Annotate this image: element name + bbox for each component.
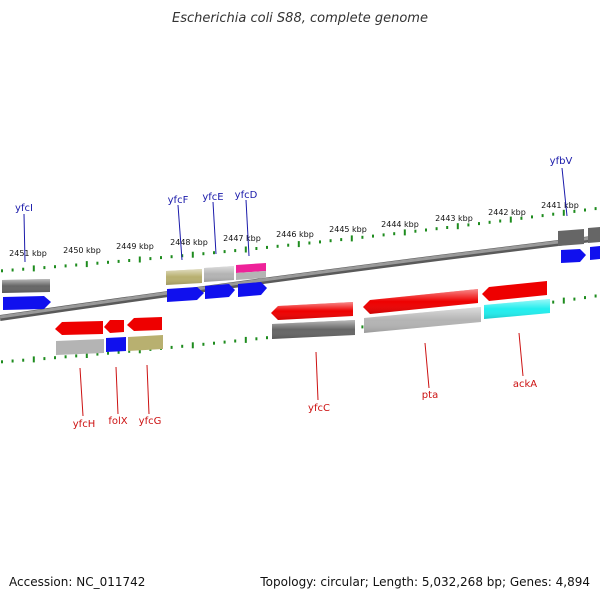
- scale-label-2448: 2448 kbp: [170, 238, 208, 247]
- gene-label-yfcH: yfcH: [73, 419, 95, 430]
- scale-label-2449: 2449 kbp: [116, 242, 154, 251]
- bottom-leader-lines: [79, 332, 524, 417]
- gene-label-ackA: ackA: [513, 379, 537, 390]
- gene-feature: [236, 271, 266, 280]
- scale-label-2447: 2447 kbp: [223, 234, 261, 243]
- gene-label-folX: folX: [108, 416, 127, 427]
- gene-gloss: [2, 266, 550, 339]
- gene-label-yfcC: yfcC: [308, 403, 330, 414]
- gene-feature: [128, 335, 163, 351]
- scale-label-2445: 2445 kbp: [329, 225, 367, 234]
- gene-label-pta: pta: [422, 390, 438, 401]
- gene-feature: [588, 227, 600, 243]
- scale-label-2442: 2442 kbp: [488, 208, 526, 217]
- gene-label-yfbV: yfbV: [550, 156, 573, 167]
- accession-text: Accession: NC_011742: [9, 575, 145, 589]
- upper-tick-track: [1, 207, 597, 273]
- gene-label-yfcD: yfcD: [235, 190, 258, 201]
- gene-feature: [55, 321, 103, 335]
- genome-backbone: [0, 235, 600, 319]
- gene-feature: [482, 281, 547, 301]
- scale-label-2441: 2441 kbp: [541, 201, 579, 210]
- gene-label-yfcG: yfcG: [139, 416, 162, 427]
- gene-feature: [238, 282, 267, 297]
- scale-label-2450: 2450 kbp: [63, 246, 101, 255]
- map-title: Escherichia coli S88, complete genome: [172, 11, 428, 26]
- genome-summary-text: Topology: circular; Length: 5,032,268 bp…: [259, 575, 590, 589]
- gene-feature: [167, 287, 204, 302]
- gene-feature: [590, 246, 600, 260]
- gene-feature: [205, 284, 235, 299]
- gene-feature: [561, 249, 586, 263]
- gene-label-yfcE: yfcE: [202, 192, 223, 203]
- gene-feature: [558, 229, 584, 246]
- gene-feature: [56, 339, 104, 355]
- scale-label-2446: 2446 kbp: [276, 230, 314, 239]
- gene-feature: [236, 263, 266, 273]
- scale-label-2444: 2444 kbp: [381, 220, 419, 229]
- gene-feature: [104, 320, 124, 333]
- scale-label-2451: 2451 kbp: [9, 249, 47, 258]
- gene-label-yfcF: yfcF: [168, 195, 189, 206]
- gene-feature: [127, 317, 162, 331]
- top-leader-lines: [23, 167, 568, 263]
- gene-feature: [3, 296, 51, 310]
- scale-label-2443: 2443 kbp: [435, 214, 473, 223]
- gene-feature: [106, 337, 126, 352]
- gene-label-yfcI: yfcI: [15, 203, 33, 214]
